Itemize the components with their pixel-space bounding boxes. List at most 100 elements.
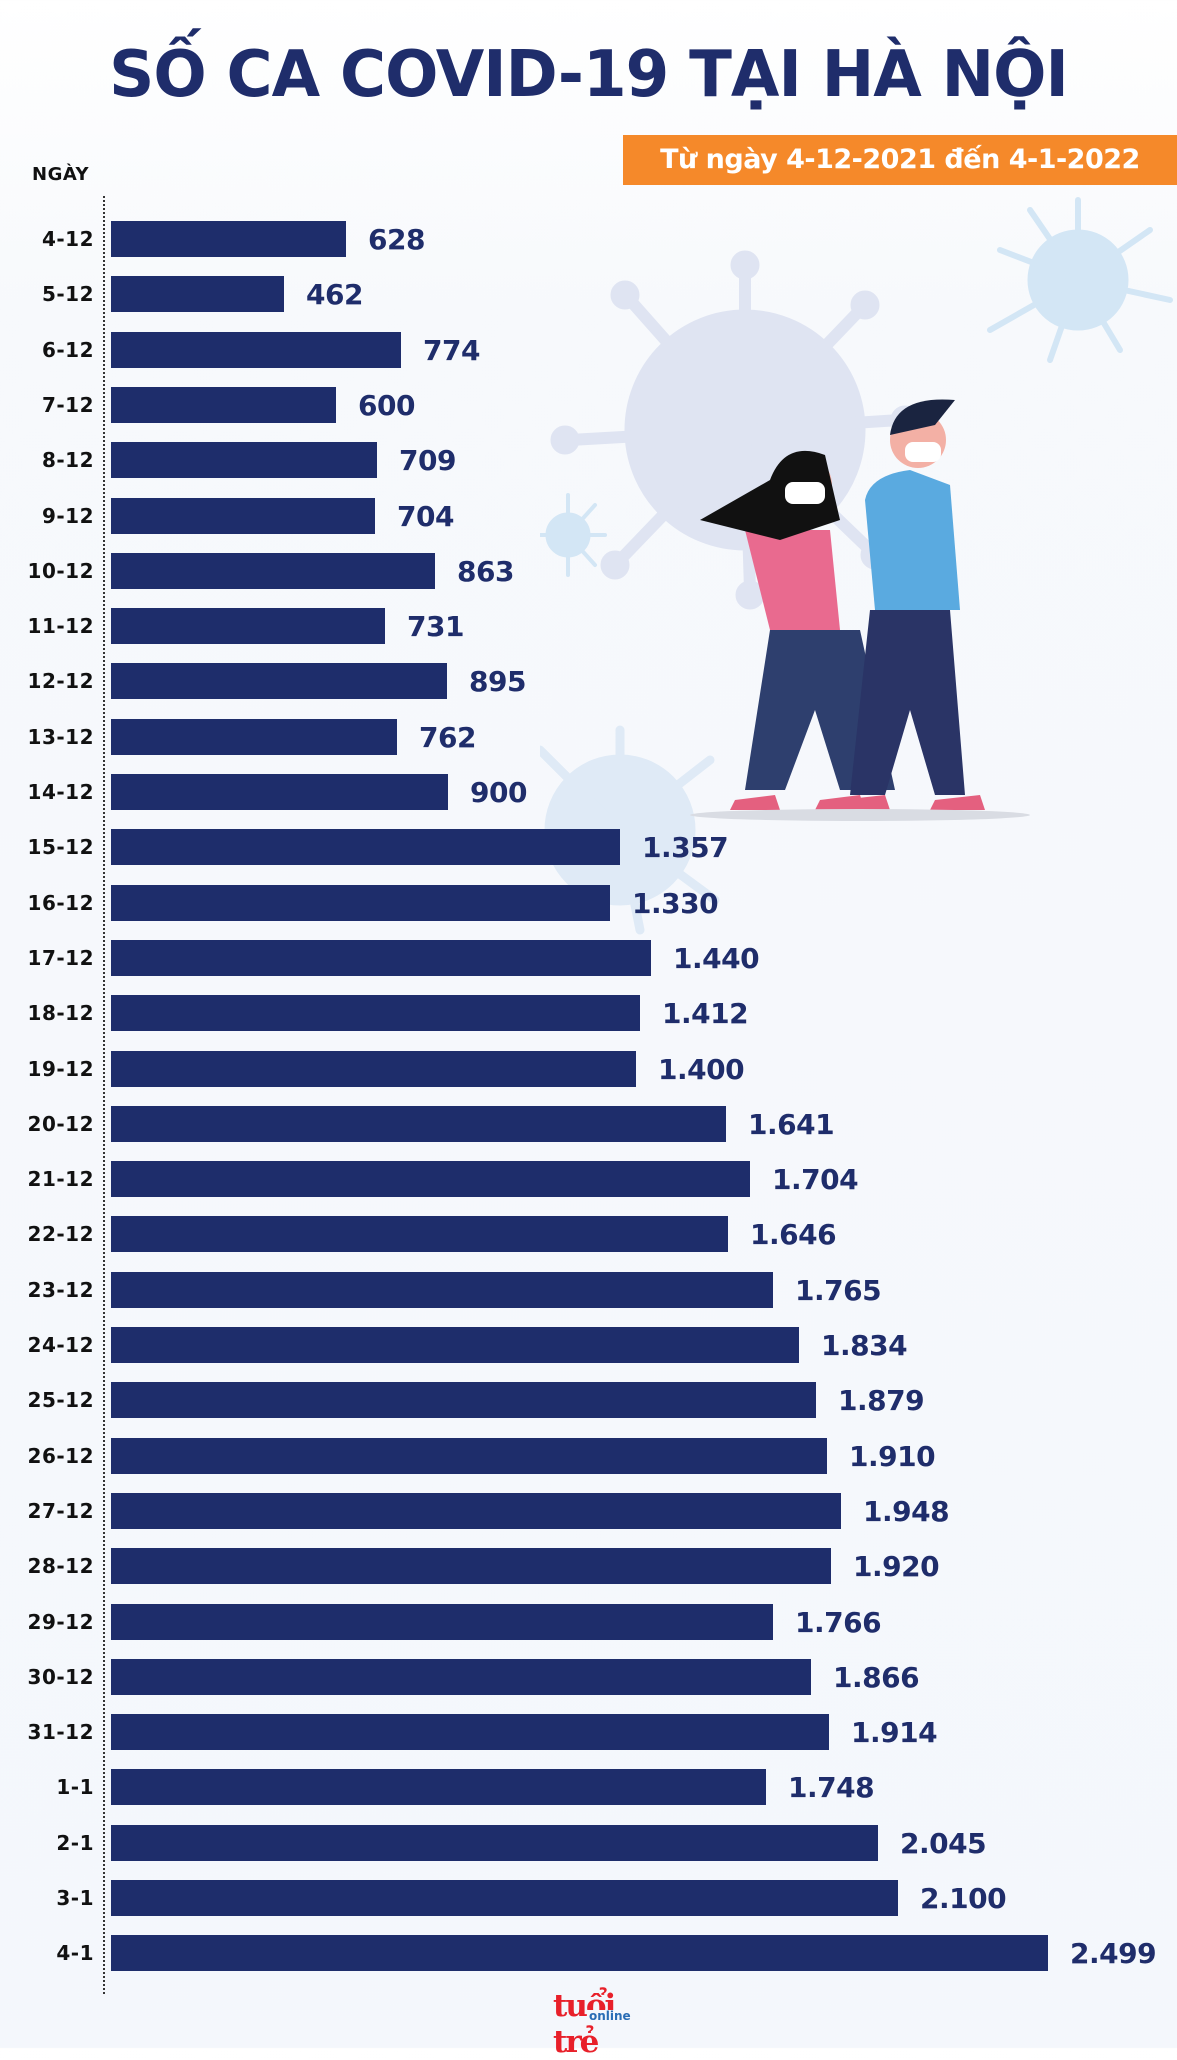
date-label: 23-12 — [27, 1278, 94, 1302]
chart-row: 1-1 1.748 — [0, 1769, 1177, 1805]
chart-row: 29-12 1.766 — [0, 1604, 1177, 1640]
bar — [111, 1880, 898, 1916]
value-label: 1.357 — [642, 831, 729, 864]
bar — [111, 221, 346, 257]
bar — [111, 774, 448, 810]
virus-icon-bottom — [540, 725, 720, 935]
bar — [111, 1548, 831, 1584]
chart-row: 26-12 1.910 — [0, 1438, 1177, 1474]
y-axis-title: NGÀY — [32, 164, 90, 185]
value-label: 1.400 — [658, 1053, 745, 1086]
date-range-banner: Từ ngày 4-12-2021 đến 4-1-2022 — [623, 135, 1177, 185]
bar — [111, 1604, 773, 1640]
bar — [111, 1825, 878, 1861]
chart-row: 3-1 2.100 — [0, 1880, 1177, 1916]
value-label: 1.834 — [821, 1329, 908, 1362]
bar — [111, 1935, 1048, 1971]
bar — [111, 1272, 773, 1308]
chart-row: 20-12 1.641 — [0, 1106, 1177, 1142]
date-label: 26-12 — [27, 1444, 94, 1468]
date-label: 4-1 — [56, 1941, 94, 1965]
virus-icon-small-top — [987, 197, 1173, 363]
people-with-masks-virus-illustration — [540, 197, 1173, 935]
y-axis-dotted-line — [103, 196, 105, 1994]
date-label: 3-1 — [56, 1886, 94, 1910]
value-label: 2.045 — [900, 1827, 987, 1860]
value-label: 2.499 — [1070, 1937, 1157, 1970]
chart-row: 21-12 1.704 — [0, 1161, 1177, 1197]
value-label: 1.330 — [632, 887, 719, 920]
chart-row: 14-12 900 — [0, 774, 1177, 810]
bar — [111, 1051, 636, 1087]
date-label: 30-12 — [27, 1665, 94, 1689]
chart-row: 5-12 462 — [0, 276, 1177, 312]
value-label: 1.914 — [851, 1716, 938, 1749]
bar — [111, 498, 375, 534]
chart-row: 27-12 1.948 — [0, 1493, 1177, 1529]
logo-sub-text: online — [587, 2009, 633, 2023]
date-label: 25-12 — [27, 1388, 94, 1412]
value-label: 1.440 — [673, 942, 760, 975]
chart-row: 18-12 1.412 — [0, 995, 1177, 1031]
value-label: 900 — [470, 776, 527, 809]
bar — [111, 1714, 829, 1750]
date-label: 22-12 — [27, 1222, 94, 1246]
chart-row: 13-12 762 — [0, 719, 1177, 755]
bar — [111, 1493, 841, 1529]
value-label: 2.100 — [920, 1882, 1007, 1915]
bar — [111, 663, 447, 699]
bar — [111, 1382, 816, 1418]
chart-row: 9-12 704 — [0, 498, 1177, 534]
chart-row: 19-12 1.400 — [0, 1051, 1177, 1087]
value-label: 1.879 — [838, 1384, 925, 1417]
value-label: 462 — [306, 278, 363, 311]
chart-row: 30-12 1.866 — [0, 1659, 1177, 1695]
date-label: 8-12 — [41, 448, 94, 472]
chart-title: SỐ CA COVID-19 TẠI HÀ NỘI — [109, 38, 1069, 112]
date-label: 20-12 — [27, 1112, 94, 1136]
logo-main-text: tuổi trẻ — [553, 1988, 616, 2060]
date-label: 24-12 — [27, 1333, 94, 1357]
bar — [111, 608, 385, 644]
chart-row: 4-12 628 — [0, 221, 1177, 257]
value-label: 1.910 — [849, 1440, 936, 1473]
date-label: 5-12 — [41, 282, 94, 306]
value-label: 774 — [423, 334, 480, 367]
ground-shadow — [690, 809, 1030, 821]
date-label: 31-12 — [27, 1720, 94, 1744]
value-label: 1.765 — [795, 1274, 882, 1307]
value-label: 895 — [469, 665, 526, 698]
chart-row: 7-12 600 — [0, 387, 1177, 423]
value-label: 1.766 — [795, 1606, 882, 1639]
value-label: 863 — [457, 555, 514, 588]
chart-row: 16-12 1.330 — [0, 885, 1177, 921]
value-label: 1.704 — [772, 1163, 859, 1196]
date-label: 1-1 — [56, 1775, 94, 1799]
chart-row: 4-1 2.499 — [0, 1935, 1177, 1971]
date-label: 15-12 — [27, 835, 94, 859]
value-label: 1.412 — [662, 997, 749, 1030]
bar — [111, 442, 377, 478]
chart-row: 25-12 1.879 — [0, 1382, 1177, 1418]
value-label: 731 — [407, 610, 464, 643]
date-label: 14-12 — [27, 780, 94, 804]
chart-row: 15-12 1.357 — [0, 829, 1177, 865]
value-label: 1.948 — [863, 1495, 950, 1528]
chart-row: 31-12 1.914 — [0, 1714, 1177, 1750]
date-label: 19-12 — [27, 1057, 94, 1081]
date-label: 21-12 — [27, 1167, 94, 1191]
bar — [111, 1216, 728, 1252]
bar — [111, 387, 336, 423]
bar — [111, 1106, 726, 1142]
date-label: 10-12 — [27, 559, 94, 583]
date-label: 27-12 — [27, 1499, 94, 1523]
date-label: 11-12 — [27, 614, 94, 638]
value-label: 1.748 — [788, 1771, 875, 1804]
man-figure — [835, 399, 985, 810]
value-label: 1.641 — [748, 1108, 835, 1141]
bar — [111, 553, 435, 589]
date-label: 4-12 — [41, 227, 94, 251]
bar — [111, 332, 401, 368]
bar — [111, 885, 610, 921]
virus-icon-large — [550, 250, 920, 610]
